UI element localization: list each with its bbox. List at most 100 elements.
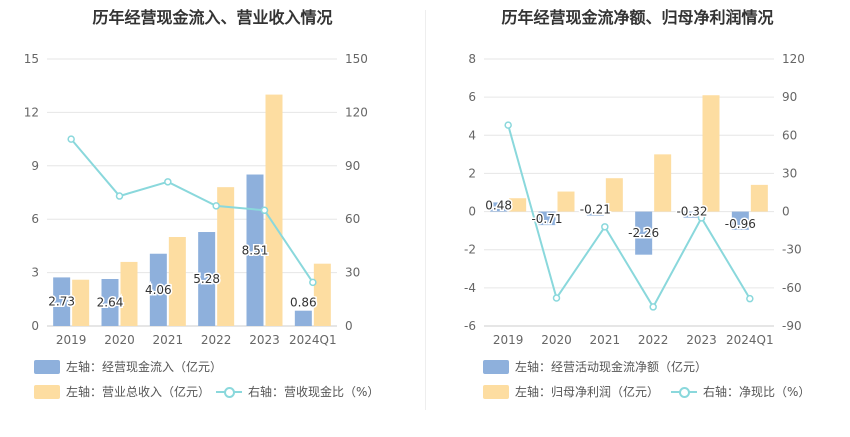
bar <box>605 178 623 212</box>
line-point <box>260 206 269 215</box>
legend-item-cash-ratio[interactable]: 右轴：营收现金比（%） <box>216 383 379 400</box>
x-tick-label: 2020 <box>541 333 572 347</box>
bar <box>246 174 264 326</box>
bar <box>635 211 653 255</box>
line-point <box>697 214 706 222</box>
chart-title: 历年经营现金流入、营业收入情况 <box>92 8 333 27</box>
line-point <box>601 223 609 231</box>
legend-swatch-line-icon <box>216 385 242 399</box>
data-label: 2.64 <box>97 296 124 310</box>
x-tick-label: 2023 <box>686 333 717 347</box>
y-tick-label-right: 150 <box>345 52 368 66</box>
y-tick-label-left: 6 <box>31 212 39 226</box>
bar <box>586 211 604 216</box>
legend-item-net-cash-flow[interactable]: 左轴：经营活动现金流净额（亿元） <box>483 358 707 375</box>
bar <box>654 154 672 212</box>
y-tick-label-right: 0 <box>782 205 790 219</box>
bar <box>198 232 216 326</box>
x-tick-label: 2019 <box>56 333 87 347</box>
line-point <box>504 121 512 129</box>
x-tick-label: 2019 <box>493 333 524 347</box>
y-tick-label-right: 90 <box>345 159 360 173</box>
line-point <box>552 294 561 302</box>
line-point <box>309 278 317 287</box>
panel-divider <box>425 10 426 410</box>
y-tick-label-left: 4 <box>468 128 476 142</box>
bar <box>265 94 283 326</box>
line-series-ratio <box>70 138 314 283</box>
bar <box>294 310 312 326</box>
y-tick-label-right: 0 <box>345 319 353 333</box>
line-point <box>746 294 754 303</box>
y-tick-label-right: 60 <box>782 128 797 142</box>
y-tick-label-right: -90 <box>782 319 802 333</box>
line-point <box>212 202 220 210</box>
y-tick-label-left: 9 <box>31 159 39 173</box>
y-tick-label-left: 8 <box>468 52 476 66</box>
bar <box>217 187 235 326</box>
chart-panel-net-cash: 历年经营现金流净额、归母净利润情况 -6 -4 -2 0 2 4 6 8 -90 -60 -30 0 3… <box>425 0 850 437</box>
line-point <box>67 135 75 143</box>
line-series-ratio <box>507 124 751 309</box>
y-tick-label-left: 2 <box>468 166 476 180</box>
x-tick-label: 2024Q1 <box>726 333 774 347</box>
line-point <box>649 303 657 311</box>
legend-swatch-bar-blue <box>483 359 509 374</box>
legend-label: 左轴：营业总收入（亿元） <box>66 385 211 399</box>
bar <box>313 263 331 326</box>
data-label: 2.73 <box>48 295 75 309</box>
bar <box>53 277 71 326</box>
bar <box>557 191 575 212</box>
y-tick-label-left: 0 <box>31 319 39 333</box>
data-label: 5.28 <box>193 272 220 286</box>
y-tick-label-right: 120 <box>345 105 368 119</box>
x-tick-label: 2021 <box>590 333 621 347</box>
y-tick-label-left: -2 <box>464 243 476 257</box>
legend-swatch-bar-orange <box>34 384 60 399</box>
x-tick-label: 2024Q1 <box>289 333 337 347</box>
y-tick-label-right: -60 <box>782 281 802 295</box>
data-label: -0.21 <box>580 203 611 217</box>
data-label: 0.86 <box>290 296 317 310</box>
data-label: -0.32 <box>676 205 707 219</box>
y-tick-label-right: 60 <box>345 212 360 226</box>
legend-swatch-line-icon <box>671 385 697 399</box>
legend-item-revenue[interactable]: 左轴：营业总收入（亿元） <box>34 383 210 400</box>
y-tick-label-left: 0 <box>468 205 476 219</box>
data-label: 0.48 <box>485 199 512 213</box>
x-tick-label: 2022 <box>201 333 232 347</box>
y-tick-label-right: 90 <box>782 90 797 104</box>
legend-label: 左轴：经营现金流入（亿元） <box>66 360 223 374</box>
bar <box>168 237 186 326</box>
y-tick-label-left: 3 <box>31 266 39 280</box>
bar <box>750 184 768 212</box>
legend-item-cash-inflow[interactable]: 左轴：经营现金流入（亿元） <box>34 358 222 375</box>
bar <box>538 211 556 226</box>
y-tick-label-right: -30 <box>782 243 802 257</box>
bar <box>120 261 138 326</box>
line-point <box>164 178 172 186</box>
legend-item-net-cash-ratio[interactable]: 右轴：净现比（%） <box>671 383 810 400</box>
y-tick-label-left: 15 <box>24 52 39 66</box>
bar <box>149 253 167 326</box>
data-label: -2.26 <box>628 226 659 240</box>
legend-swatch-bar-blue <box>34 359 60 374</box>
legend-label: 左轴：经营活动现金流净额（亿元） <box>515 360 708 374</box>
line-point <box>115 192 124 200</box>
data-label: -0.71 <box>531 212 562 226</box>
y-tick-label-right: 30 <box>345 266 360 280</box>
bar <box>731 211 749 230</box>
chart-panel-cash-inflow: 历年经营现金流入、营业收入情况 0 3 6 9 12 15 0 30 60 90 120 150 201… <box>24 8 380 400</box>
data-label: 8.51 <box>242 243 269 257</box>
chart-title: 历年经营现金流净额、归母净利润情况 <box>501 8 774 27</box>
legend-label: 右轴：营收现金比（%） <box>248 385 380 399</box>
y-tick-label-right: 30 <box>782 166 797 180</box>
y-tick-label-right: 120 <box>782 52 805 66</box>
x-tick-label: 2022 <box>638 333 669 347</box>
bar <box>702 95 720 212</box>
bar <box>490 202 508 212</box>
legend-item-net-profit[interactable]: 左轴：归母净利润（亿元） <box>483 383 659 400</box>
y-tick-label-left: 12 <box>24 105 39 119</box>
data-label: -0.96 <box>725 217 756 231</box>
